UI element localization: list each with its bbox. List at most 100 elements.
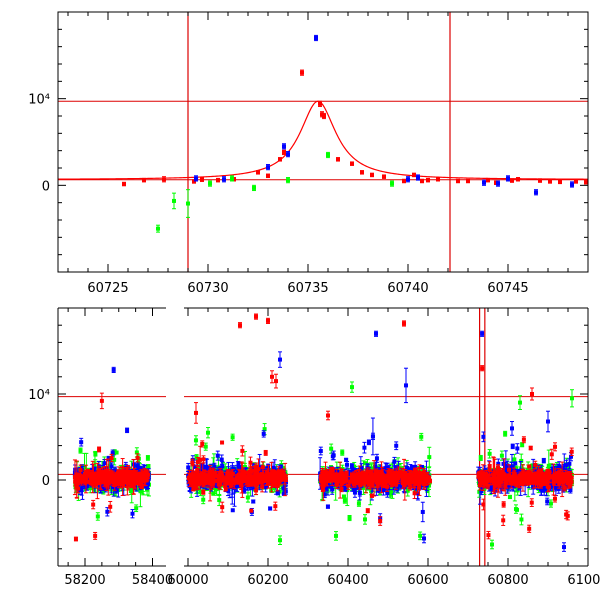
green-data-point	[217, 498, 222, 503]
red-data-point	[139, 484, 144, 489]
blue-data-point	[110, 451, 115, 456]
green-data-point	[198, 489, 203, 494]
red-data-point	[99, 472, 104, 477]
blue-data-point	[570, 182, 574, 187]
x-tick-label: 60735	[287, 281, 328, 296]
green-data-point	[92, 464, 97, 469]
red-data-point	[125, 475, 130, 480]
green-data-point	[156, 226, 160, 231]
blue-data-point	[282, 144, 286, 149]
blue-data-point	[506, 176, 510, 181]
top-panel: 60725 60730 60735 60740 60745 0 10⁴	[28, 11, 589, 296]
green-data-point	[134, 450, 139, 455]
green-data-point	[223, 466, 228, 471]
red-data-point	[142, 178, 146, 183]
green-data-point	[88, 486, 93, 491]
blue-data-point	[102, 461, 107, 466]
red-data-point	[516, 177, 520, 182]
x-tick-label: 60730	[187, 281, 228, 296]
red-data-point	[126, 477, 131, 482]
green-data-point	[282, 482, 287, 487]
red-data-point	[108, 476, 113, 481]
blue-data-point	[92, 467, 97, 472]
red-data-point	[109, 455, 114, 460]
green-data-point	[112, 457, 117, 462]
red-data-point	[119, 471, 124, 476]
red-data-point	[90, 477, 95, 482]
green-data-point	[270, 486, 275, 491]
red-data-point	[144, 475, 149, 480]
red-data-point	[112, 482, 117, 487]
green-data-point	[326, 153, 330, 157]
red-data-point	[86, 469, 91, 474]
red-data-point	[91, 502, 96, 507]
red-data-point	[95, 474, 100, 479]
red-data-point	[402, 179, 406, 183]
green-data-point	[252, 185, 256, 190]
blue-data-point	[200, 483, 205, 488]
blue-data-point	[145, 480, 150, 485]
red-data-point	[99, 475, 104, 480]
top-axes-frame	[57, 11, 589, 273]
blue-data-point	[281, 486, 286, 491]
red-data-point	[138, 475, 143, 480]
red-data-point	[105, 481, 110, 486]
red-data-point	[75, 475, 80, 480]
red-data-point	[322, 114, 326, 118]
red-data-point	[336, 157, 340, 162]
red-data-point	[117, 479, 122, 484]
red-data-point	[256, 170, 260, 175]
red-data-point	[78, 476, 83, 481]
x-tick-label: 60745	[487, 281, 528, 296]
green-data-point	[145, 455, 150, 460]
red-data-point	[200, 177, 204, 182]
red-data-point	[360, 170, 364, 175]
green-data-point	[208, 181, 212, 186]
blue-data-point	[416, 175, 420, 180]
red-data-point	[486, 178, 490, 183]
blue-data-point	[189, 486, 194, 491]
red-data-point	[87, 473, 92, 478]
red-data-point	[132, 481, 137, 486]
blue-data-point	[109, 464, 114, 469]
red-outlier-point	[99, 398, 104, 403]
blue-data-point	[271, 465, 276, 470]
red-data-point	[83, 474, 88, 479]
red-data-point	[300, 70, 304, 75]
blue-data-point	[130, 511, 135, 516]
red-data-point	[128, 470, 133, 475]
green-data-point	[230, 435, 235, 440]
green-data-point	[138, 489, 143, 494]
blue-data-point	[261, 431, 266, 436]
blue-data-point	[125, 428, 130, 433]
red-data-point	[412, 172, 416, 177]
red-data-point	[74, 477, 79, 482]
red-data-point	[76, 486, 81, 491]
red-data-point	[101, 478, 106, 483]
red-data-point	[538, 178, 542, 183]
blue-data-point	[482, 180, 486, 185]
red-data-point	[73, 537, 78, 542]
green-data-point	[172, 198, 176, 203]
blue-data-point	[275, 490, 280, 495]
red-data-point	[133, 472, 138, 477]
red-data-point	[350, 161, 354, 166]
red-data-point	[139, 482, 144, 487]
green-data-point	[134, 506, 139, 511]
blue-data-point	[496, 181, 500, 186]
blue-data-point	[236, 461, 241, 466]
blue-data-point	[138, 466, 143, 471]
blue-data-point	[230, 508, 235, 513]
green-data-point	[262, 427, 267, 432]
green-data-point	[78, 448, 83, 453]
red-data-point	[456, 179, 460, 183]
green-data-point	[118, 466, 123, 471]
blue-data-point	[113, 468, 118, 473]
x-tick-label: 60740	[387, 281, 428, 296]
blue-data-point	[266, 165, 270, 170]
red-data-point	[124, 478, 129, 483]
red-data-point	[73, 479, 78, 484]
red-data-point	[97, 447, 102, 452]
red-data-point	[216, 178, 220, 183]
